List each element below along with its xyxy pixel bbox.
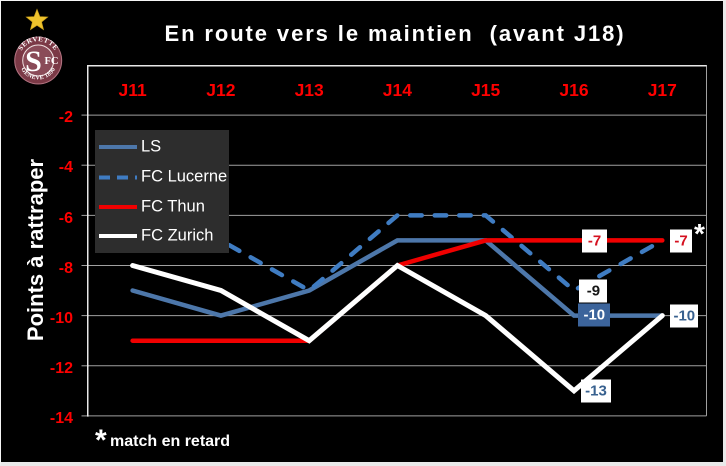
svg-text:S: S (25, 45, 42, 78)
svg-text:FC: FC (45, 56, 59, 67)
